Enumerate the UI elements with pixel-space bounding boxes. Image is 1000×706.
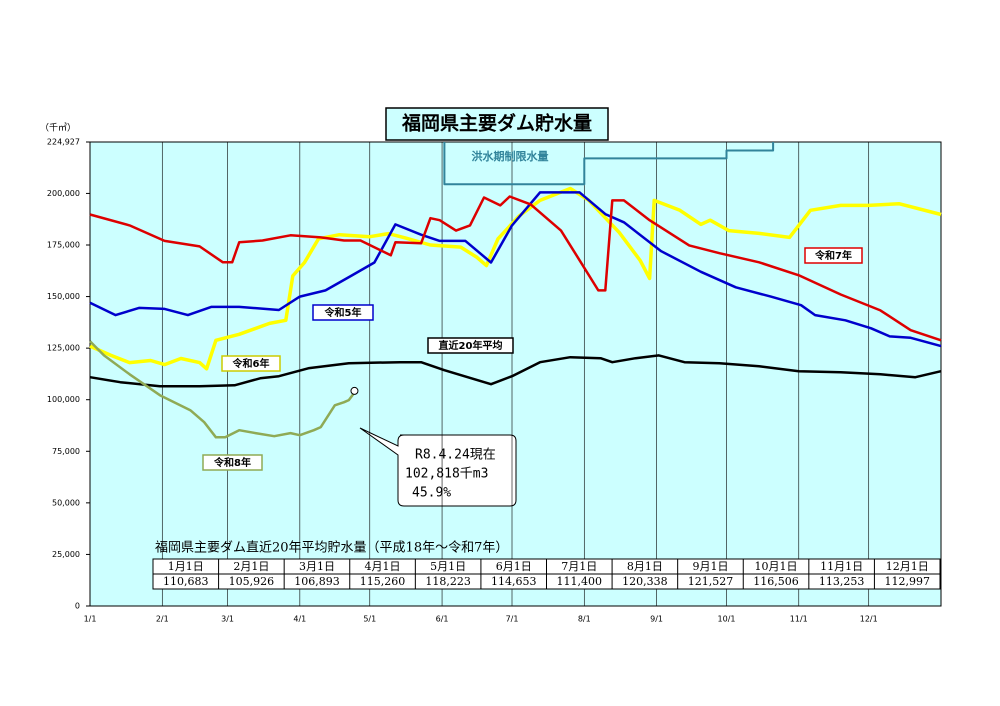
table-cell: 114,653 (491, 575, 537, 588)
callout (359, 427, 517, 507)
series-label-box (202, 454, 263, 471)
table-cell: 120,338 (622, 575, 668, 588)
x-tick-label: 1/1 (84, 615, 97, 624)
annotation: 102,818千m3 (405, 467, 488, 482)
y-tick-label: 0 (75, 602, 80, 611)
table-cell: 118,223 (425, 575, 471, 588)
y-tick-label: 175,000 (47, 240, 80, 249)
y-tick-label: 100,000 (47, 395, 80, 404)
series-label: 洪水期制限水量 (472, 149, 549, 163)
table-header: 4月1日 (365, 560, 401, 573)
y-tick-label: 224,927 (47, 138, 80, 147)
table-header: 12月1日 (886, 560, 929, 573)
table-cell: 112,997 (884, 575, 930, 588)
y-tick-label: 50,000 (52, 498, 80, 507)
table-header: 8月1日 (627, 560, 663, 573)
y-tick-label: 200,000 (47, 189, 80, 198)
table-header: 1月1日 (168, 560, 204, 573)
x-tick-label: 10/1 (718, 615, 736, 624)
table-cell: 110,683 (163, 575, 209, 588)
table-cell: 116,506 (753, 575, 799, 588)
y-tick-label: 75,000 (52, 447, 80, 456)
series-line (89, 354, 942, 388)
chart-title: 福岡県主要ダム貯水量 (401, 112, 592, 135)
series-line (89, 186, 942, 371)
table-cell: 105,926 (229, 575, 275, 588)
table-header: 3月1日 (299, 560, 335, 573)
y-tick-label: 25,000 (52, 550, 80, 559)
x-tick-label: 8/1 (578, 615, 591, 624)
series-label: 令和6年 (232, 357, 270, 370)
y-unit: （千㎥） (40, 123, 76, 134)
annotation: R8.4.24現在 (415, 448, 496, 463)
series-label-box (221, 355, 281, 372)
table-cell: 106,893 (294, 575, 340, 588)
annotation: 45.9% (412, 486, 451, 501)
series-label-box (427, 337, 514, 354)
x-tick-label: 7/1 (506, 615, 519, 624)
table-header: 6月1日 (496, 560, 532, 573)
table-cell: 121,527 (688, 575, 734, 588)
title-box (385, 107, 609, 141)
x-tick-label: 2/1 (156, 615, 169, 624)
x-tick-label: 6/1 (436, 615, 449, 624)
table-cell: 113,253 (819, 575, 865, 588)
x-tick-label: 11/1 (790, 615, 808, 624)
y-tick-label: 150,000 (47, 292, 80, 301)
table-header: 9月1日 (692, 560, 728, 573)
x-tick-label: 5/1 (363, 615, 376, 624)
table-title: 福岡県主要ダム直近20年平均貯水量（平成18年～令和7年） (155, 541, 508, 556)
x-tick-label: 3/1 (221, 615, 234, 624)
table-header: 2月1日 (233, 560, 269, 573)
table-cell: 111,400 (557, 575, 603, 588)
table-cell: 115,260 (360, 575, 406, 588)
series-label: 令和8年 (213, 456, 251, 469)
y-tick-label: 125,000 (47, 344, 80, 353)
x-tick-label: 4/1 (293, 615, 306, 624)
table-header: 11月1日 (820, 560, 863, 573)
table-header: 10月1日 (755, 560, 798, 573)
series-label: 直近20年平均 (439, 339, 503, 352)
x-tick-label: 9/1 (650, 615, 663, 624)
series-label: 令和5年 (324, 306, 362, 319)
series-line (89, 195, 942, 342)
series-label-box (312, 304, 374, 321)
latest-point (350, 386, 359, 395)
series-line (443, 142, 775, 186)
x-tick-label: 12/1 (860, 615, 878, 624)
table-header: 5月1日 (430, 560, 466, 573)
series-label-box (804, 247, 863, 264)
series-line (89, 340, 355, 439)
table-header: 7月1日 (561, 560, 597, 573)
series-label: 令和7年 (814, 249, 852, 262)
series-line (89, 191, 942, 348)
